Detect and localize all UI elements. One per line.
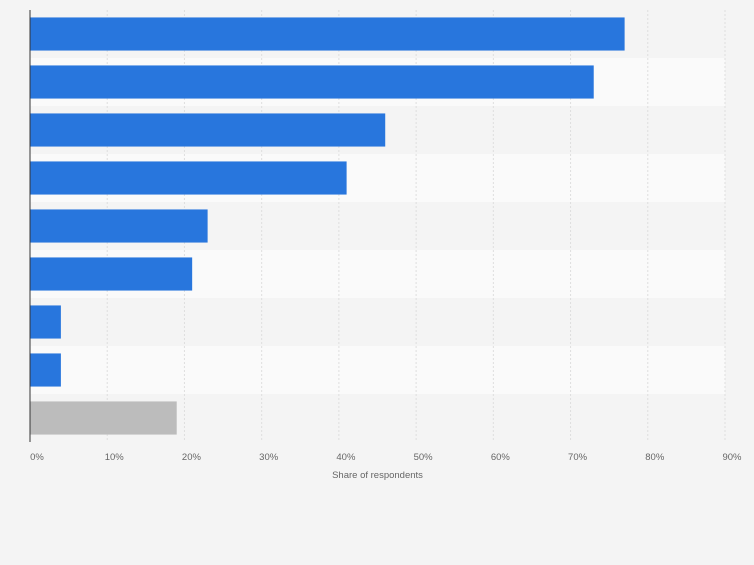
x-tick-label: 10% [105, 452, 125, 463]
x-tick-label: 50% [414, 452, 434, 463]
bar [30, 65, 594, 99]
bar [30, 257, 193, 291]
row-band [30, 298, 725, 346]
x-tick-label: 40% [336, 452, 356, 463]
bar [30, 113, 386, 147]
bar [30, 17, 625, 51]
x-tick-label: 20% [182, 452, 202, 463]
row-band [30, 346, 725, 394]
bar [30, 353, 61, 387]
bar [30, 305, 61, 339]
x-axis-ticks: 0% 10% 20% 30% 40% 50% 60% 70% 80% 90% [30, 452, 742, 463]
x-tick-label: 80% [645, 452, 665, 463]
bar [30, 161, 347, 195]
bar [30, 401, 177, 435]
x-tick-label: 0% [30, 452, 44, 463]
x-axis-label: Share of respondents [332, 470, 423, 481]
bars [30, 17, 625, 435]
x-tick-label: 90% [722, 452, 742, 463]
x-tick-label: 60% [491, 452, 511, 463]
bar [30, 209, 208, 243]
x-tick-label: 30% [259, 452, 279, 463]
x-tick-label: 70% [568, 452, 588, 463]
